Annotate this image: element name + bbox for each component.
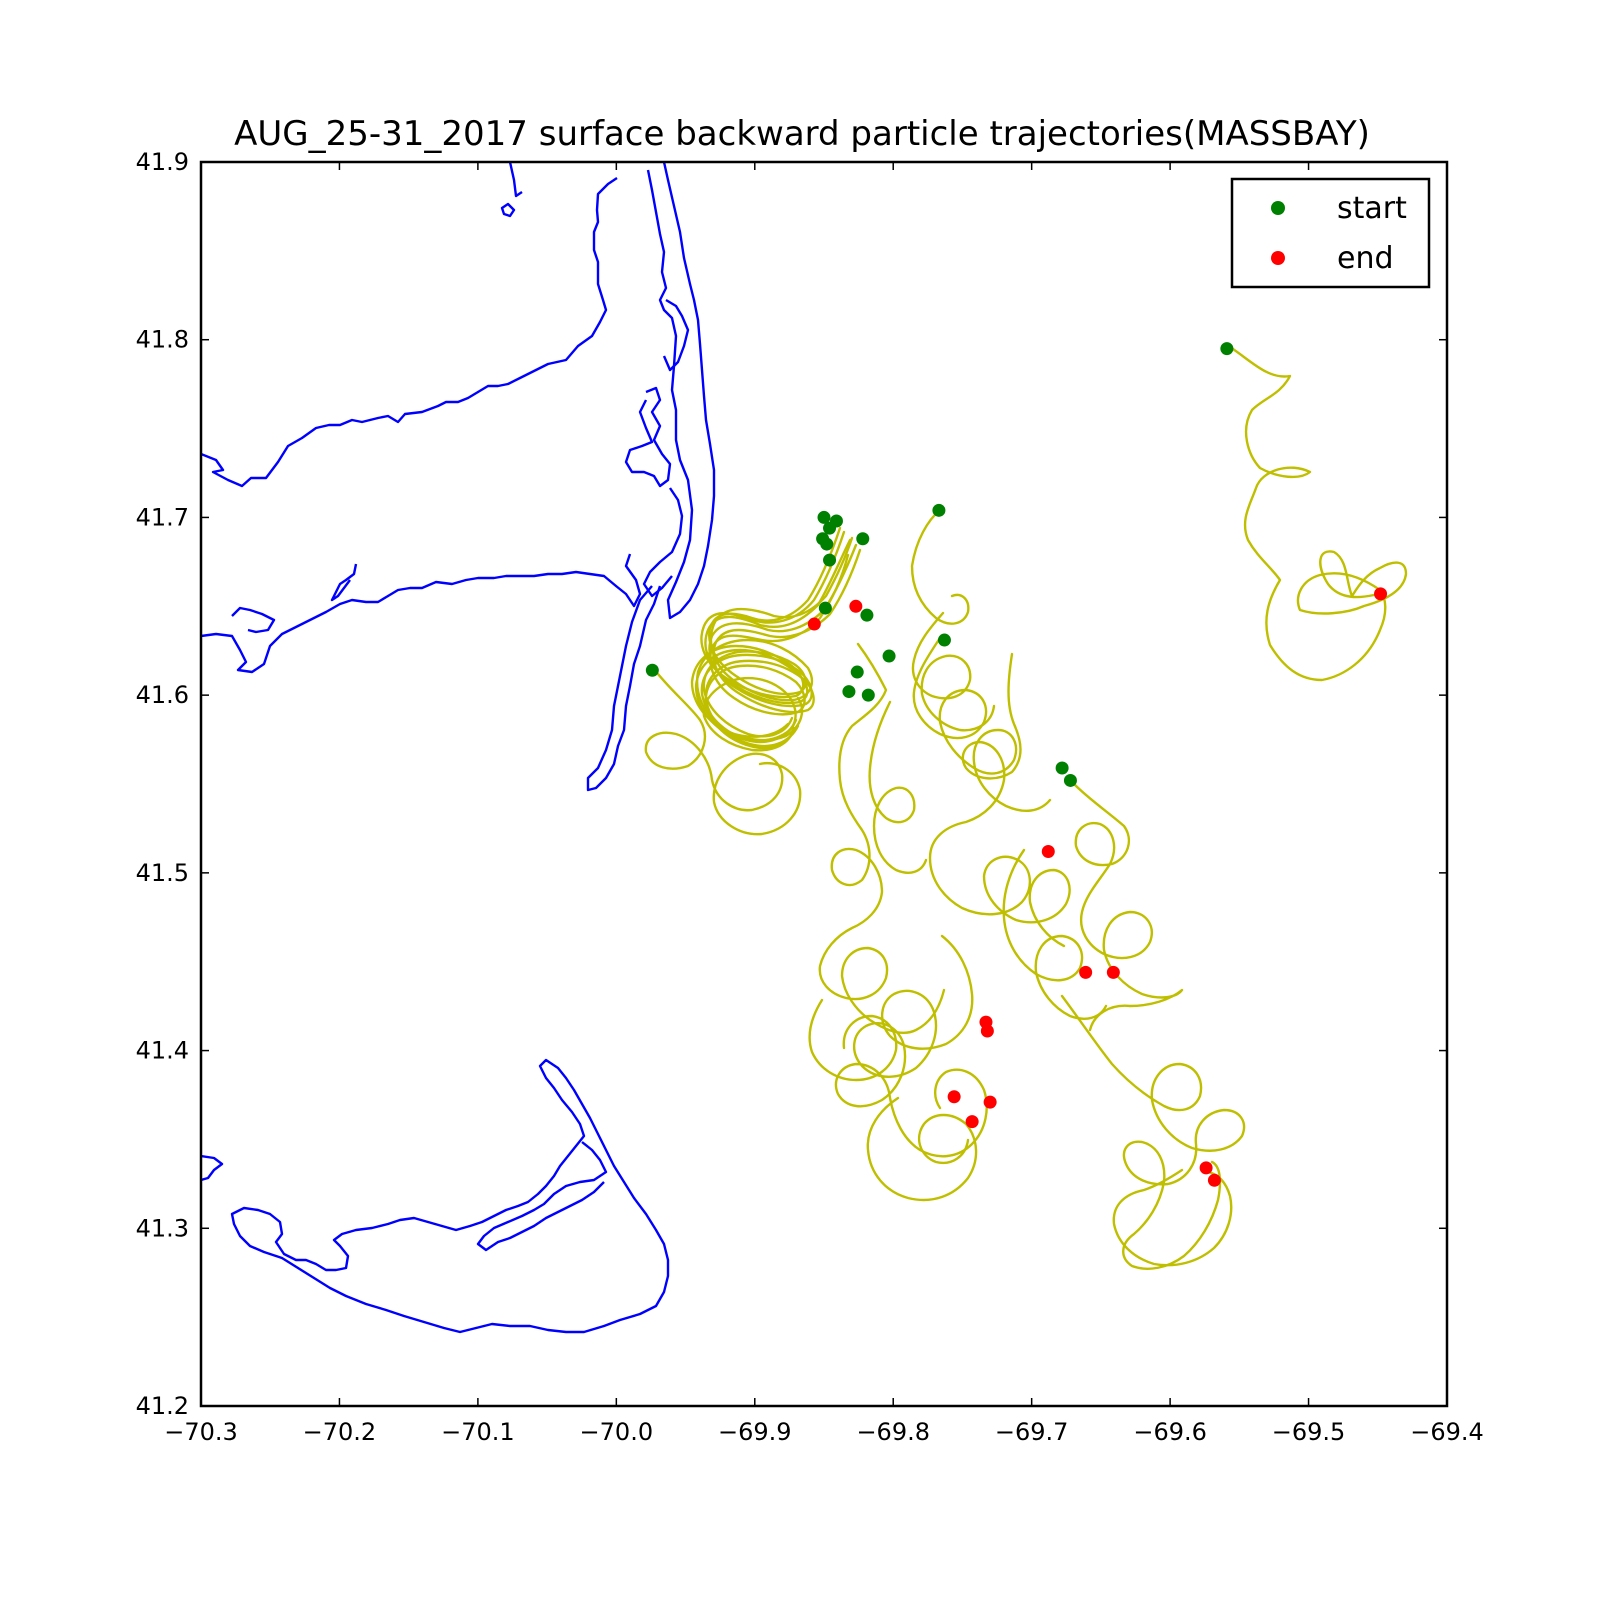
end-point — [849, 599, 863, 613]
trajectory-mid-loops-1 — [928, 652, 1071, 948]
map-area — [201, 162, 1408, 1334]
end-point — [1199, 1161, 1213, 1175]
coastline-tuckernuck — [201, 1154, 224, 1182]
start-point — [1063, 773, 1077, 787]
coastline-outer-cape — [646, 162, 716, 620]
start-point — [823, 521, 837, 535]
legend-end-label: end — [1337, 241, 1394, 276]
trajectory-center-b — [912, 636, 1052, 812]
trajectory-bundle-d — [695, 536, 854, 742]
coastline-nauset-marsh — [624, 386, 672, 488]
x-tick-label: −69.8 — [856, 1418, 930, 1446]
plot-frame — [199, 160, 1449, 1408]
coastline-group — [201, 162, 716, 1334]
y-axis: 41.2 41.3 41.4 41.5 41.6 41.7 41.8 41.9 — [136, 148, 1447, 1420]
trajectory-mid-loops-2 — [1072, 782, 1184, 1032]
start-point — [645, 663, 659, 677]
coastline-nantucket-harbor — [476, 1141, 608, 1252]
end-point — [965, 1115, 979, 1129]
start-point — [817, 510, 831, 524]
start-point — [937, 633, 951, 647]
trajectory-southeast — [1060, 994, 1246, 1270]
start-point — [1055, 761, 1069, 775]
x-tick-label: −70.0 — [580, 1418, 654, 1446]
trajectory-bundle-e — [702, 526, 842, 738]
end-point — [1106, 965, 1120, 979]
start-point — [842, 685, 856, 699]
end-points — [807, 587, 1388, 1187]
coastline-cape-cod-south-shore — [201, 553, 642, 674]
y-tick-label: 41.2 — [136, 1392, 189, 1420]
x-tick-label: −69.9 — [718, 1418, 792, 1446]
coastline-bass-river — [330, 563, 358, 602]
end-point — [807, 617, 821, 631]
y-tick-label: 41.9 — [136, 148, 189, 176]
coastline-wellfleet-inlet — [662, 298, 690, 372]
end-point — [1079, 965, 1093, 979]
x-tick-label: −69.6 — [1133, 1418, 1207, 1446]
trajectory-center-mid — [868, 700, 928, 874]
end-point — [1374, 587, 1388, 601]
start-point — [823, 553, 837, 567]
coastline-upper-inlet — [508, 162, 523, 198]
legend-start-label: start — [1337, 191, 1407, 226]
x-tick-label: −69.5 — [1272, 1418, 1346, 1446]
start-point — [1220, 342, 1234, 356]
legend: start end — [1230, 177, 1431, 289]
coastline-south-inlet — [231, 606, 276, 634]
trajectory-lower-spiral-2 — [866, 1096, 978, 1202]
x-tick-label: −69.4 — [1410, 1418, 1484, 1446]
y-tick-label: 41.6 — [136, 681, 189, 709]
x-tick-label: −70.3 — [164, 1418, 238, 1446]
trajectory-lines — [644, 345, 1408, 1270]
trajectory-bundle-c — [690, 530, 846, 738]
end-point — [1207, 1173, 1221, 1187]
coastline-cape-cod-north-shore — [201, 177, 618, 488]
legend-box — [1230, 177, 1431, 289]
trajectory-lower-loop-1 — [1002, 848, 1108, 1020]
trajectory-center-a — [818, 642, 946, 1034]
trajectory-sw-spiral — [644, 667, 802, 836]
y-tick-label: 41.4 — [136, 1037, 189, 1065]
coastline-nantucket — [230, 1058, 670, 1334]
x-tick-label: −70.2 — [303, 1418, 377, 1446]
y-tick-label: 41.3 — [136, 1214, 189, 1242]
end-point — [1041, 845, 1055, 859]
trajectory-far-southeast — [1112, 1168, 1233, 1267]
trajectory-left-drift — [808, 998, 898, 1082]
end-point — [980, 1024, 994, 1038]
y-tick-label: 41.7 — [136, 503, 189, 531]
y-tick-label: 41.5 — [136, 859, 189, 887]
trajectory-lower-spiral — [834, 934, 988, 1158]
trajectory-bundle-b — [704, 548, 862, 748]
coastline-bay-island — [500, 202, 516, 218]
start-points — [645, 342, 1234, 787]
end-point — [983, 1095, 997, 1109]
trajectory-ne-loop — [1228, 345, 1408, 682]
trajectory-center-c — [911, 611, 996, 732]
coastline-pleasant-bay — [642, 487, 684, 598]
start-point — [856, 532, 870, 546]
x-tick-label: −70.1 — [441, 1418, 515, 1446]
trajectory-bundle-f — [704, 553, 850, 750]
y-tick-label: 41.8 — [136, 326, 189, 354]
start-point — [818, 601, 832, 615]
start-point — [882, 649, 896, 663]
coastline-monomoy — [586, 585, 662, 792]
start-point — [850, 665, 864, 679]
legend-end-marker — [1271, 251, 1285, 265]
start-point — [860, 608, 874, 622]
start-point — [932, 503, 946, 517]
legend-start-marker — [1271, 201, 1285, 215]
trajectory-center-top — [910, 508, 970, 625]
start-point — [861, 688, 875, 702]
x-tick-label: −69.7 — [995, 1418, 1069, 1446]
chart-title: AUG_25-31_2017 surface backward particle… — [234, 114, 1370, 154]
x-axis: −70.3 −70.2 −70.1 −70.0 −69.9 −69.8 −69.7 −69.6… — [164, 162, 1484, 1446]
start-point — [820, 537, 834, 551]
end-point — [947, 1090, 961, 1104]
